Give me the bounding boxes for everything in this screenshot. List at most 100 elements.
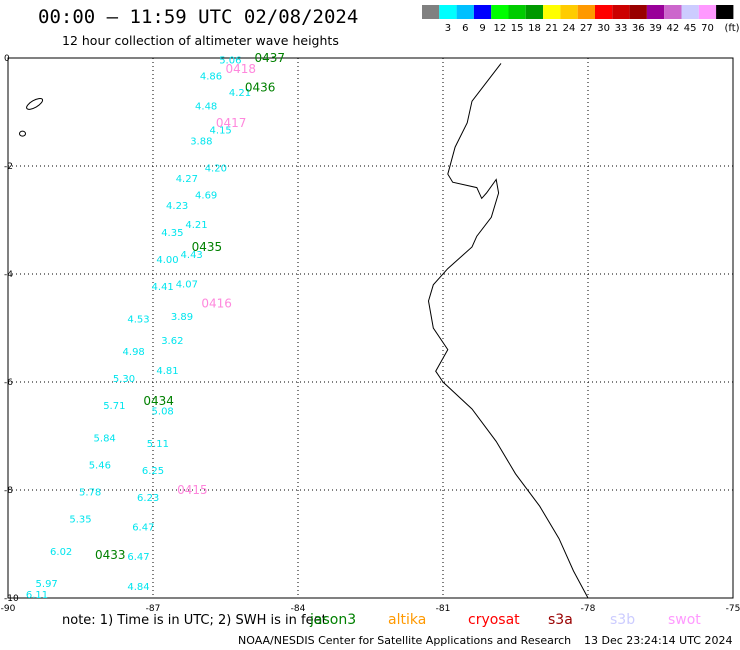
legend-swatch bbox=[422, 5, 440, 19]
legend-tick-label: 9 bbox=[479, 23, 485, 34]
legend-swatch bbox=[716, 5, 734, 19]
altimeter-map: -90 -87 -84 -81 -78 -75 0 -2 -4 -6 -8 -10 5.06 4.86 4.… bbox=[1, 51, 740, 614]
wave-height-label: 5.06 bbox=[219, 55, 241, 66]
wave-height-label: 5.71 bbox=[103, 401, 125, 412]
wave-height-label: 4.21 bbox=[185, 220, 207, 231]
legend-tick-label: 12 bbox=[493, 23, 506, 34]
legend-swatch bbox=[681, 5, 699, 19]
pass-time-label: 0416 bbox=[201, 297, 232, 311]
legend-tick-label: 39 bbox=[649, 23, 662, 34]
longitude-tick-label: -87 bbox=[146, 604, 161, 614]
legend-unit: (ft) bbox=[724, 23, 739, 34]
latitude-tick-label: -8 bbox=[4, 486, 13, 496]
latitude-tick-label: 0 bbox=[4, 54, 10, 64]
legend-swatch bbox=[577, 5, 595, 19]
legend-swatch bbox=[698, 5, 717, 19]
latitude-tick-label: -2 bbox=[4, 162, 13, 172]
pass-time-label: 0417 bbox=[216, 116, 247, 130]
wave-height-label: 5.46 bbox=[89, 460, 111, 471]
wave-height-label: 5.11 bbox=[147, 439, 169, 450]
wave-height-label: 6.11 bbox=[26, 590, 48, 601]
wave-height-label: 4.41 bbox=[152, 282, 174, 293]
wave-height-label: 4.20 bbox=[205, 163, 227, 174]
wave-height-label: 6.47 bbox=[127, 552, 149, 563]
island-outline bbox=[19, 130, 26, 137]
legend-tick-label: 33 bbox=[615, 23, 628, 34]
legend-tick-label: 27 bbox=[580, 23, 593, 34]
legend-swatch bbox=[629, 5, 647, 19]
longitude-tick-label: -75 bbox=[726, 604, 740, 614]
latitude-tick-label: -4 bbox=[4, 270, 13, 280]
legend-swatch bbox=[473, 5, 492, 19]
wave-height-label: 3.88 bbox=[190, 136, 212, 147]
wave-height-label: 6.02 bbox=[50, 547, 72, 558]
legend-swatch bbox=[612, 5, 630, 19]
legend-tick-label: 36 bbox=[632, 23, 645, 34]
pass-time-label: 0436 bbox=[245, 81, 276, 95]
longitude-tick-label: -78 bbox=[581, 604, 596, 614]
wave-height-label: 3.89 bbox=[171, 312, 193, 323]
legend-tick-label: 70 bbox=[701, 23, 714, 34]
page-subtitle: 12 hour collection of altimeter wave hei… bbox=[62, 33, 339, 48]
coastline bbox=[427, 63, 589, 599]
wave-height-label: 5.78 bbox=[79, 487, 101, 498]
color-legend: 3 6 9 12 15 18 21 24 27 30 33 36 39 42 45 70 (ft) bbox=[422, 5, 740, 34]
wave-height-label: 4.00 bbox=[156, 255, 178, 266]
wave-height-label: 6.25 bbox=[142, 466, 164, 477]
legend-swatch bbox=[646, 5, 665, 19]
wave-height-label: 4.84 bbox=[127, 582, 149, 593]
legend-swatch bbox=[560, 5, 578, 19]
legend-tick-label: 30 bbox=[597, 23, 610, 34]
wave-height-label: 4.43 bbox=[181, 250, 203, 261]
wave-height-label: 6.23 bbox=[137, 493, 159, 504]
legend-tick-label: 18 bbox=[528, 23, 541, 34]
legend-tick-label: 24 bbox=[563, 23, 576, 34]
satellite-label-cryosat: cryosat bbox=[468, 612, 520, 628]
wave-height-label: 4.98 bbox=[123, 347, 145, 358]
longitude-tick-label: -90 bbox=[1, 604, 16, 614]
satellite-label-jason3: jason3 bbox=[310, 612, 357, 628]
credit-text: NOAA/NESDIS Center for Satellite Applica… bbox=[238, 634, 572, 647]
wave-height-label: 5.08 bbox=[152, 406, 174, 417]
legend-swatch bbox=[439, 5, 457, 19]
satellite-label-s3b: s3b bbox=[610, 612, 636, 628]
satellite-label-altika: altika bbox=[388, 612, 427, 628]
wave-height-label: 4.07 bbox=[176, 280, 198, 291]
wave-height-label: 4.86 bbox=[200, 72, 222, 83]
legend-swatch bbox=[543, 5, 561, 19]
longitude-tick-label: -84 bbox=[291, 604, 306, 614]
wave-height-label: 4.69 bbox=[195, 190, 217, 201]
legend-tick-label: 21 bbox=[545, 23, 558, 34]
pass-time-label: 0434 bbox=[143, 394, 174, 408]
pass-time-label: 0433 bbox=[95, 548, 126, 562]
wave-height-label: 6.47 bbox=[132, 523, 154, 534]
wave-height-label: 5.30 bbox=[113, 374, 135, 385]
wave-height-label: 4.27 bbox=[176, 174, 198, 185]
wave-height-label: 4.15 bbox=[210, 126, 232, 137]
footer-note: note: 1) Time is in UTC; 2) SWH is in fe… bbox=[62, 613, 327, 628]
page-title: 00:00 – 11:59 UTC 02/08/2024 bbox=[38, 6, 359, 28]
wave-height-label: 4.23 bbox=[166, 201, 188, 212]
latitude-tick-label: -6 bbox=[4, 378, 13, 388]
legend-swatch bbox=[525, 5, 544, 19]
satellite-label-s3a: s3a bbox=[548, 612, 573, 628]
longitude-tick-label: -81 bbox=[436, 604, 451, 614]
legend-swatch bbox=[491, 5, 509, 19]
pass-time-label: 0437 bbox=[255, 51, 286, 65]
wave-height-label: 3.62 bbox=[161, 336, 183, 347]
wave-height-label: 4.81 bbox=[156, 366, 178, 377]
legend-swatch bbox=[508, 5, 526, 19]
generated-timestamp: 13 Dec 23:24:14 UTC 2024 bbox=[584, 634, 733, 647]
legend-tick-label: 6 bbox=[462, 23, 468, 34]
map-frame bbox=[7, 57, 734, 599]
wave-height-label: 4.53 bbox=[127, 315, 149, 326]
wave-height-label: 4.35 bbox=[161, 228, 183, 239]
legend-swatch bbox=[456, 5, 474, 19]
legend-tick-label: 42 bbox=[666, 23, 679, 34]
legend-swatch bbox=[595, 5, 613, 19]
legend-tick-label: 15 bbox=[511, 23, 524, 34]
wave-height-label: 5.35 bbox=[69, 514, 91, 525]
legend-tick-label: 45 bbox=[684, 23, 697, 34]
legend-swatch bbox=[664, 5, 682, 19]
pass-time-label: 0415 bbox=[177, 483, 208, 497]
